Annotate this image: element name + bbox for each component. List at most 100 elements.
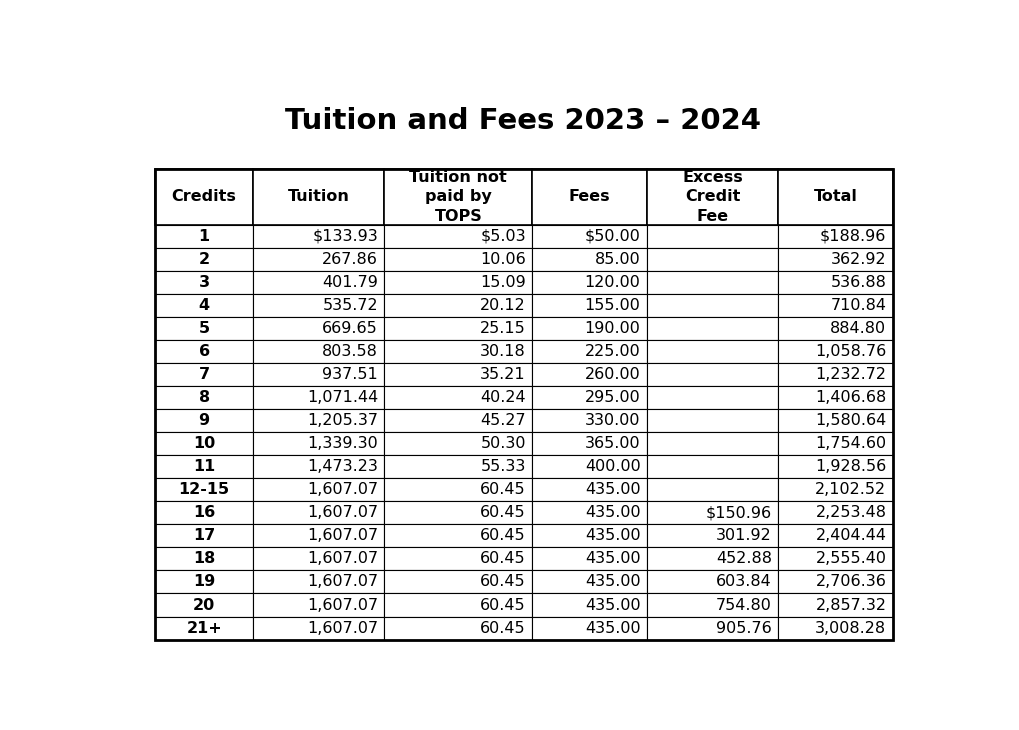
Text: 435.00: 435.00: [584, 620, 640, 636]
Bar: [384, 386, 532, 409]
Text: 710.84: 710.84: [829, 298, 886, 313]
Bar: [532, 593, 646, 617]
Bar: [777, 271, 892, 293]
Text: Excess
Credit
Fee: Excess Credit Fee: [682, 170, 742, 223]
Bar: [384, 225, 532, 247]
Text: 18: 18: [193, 551, 215, 566]
Bar: [532, 293, 646, 317]
Bar: [384, 363, 532, 386]
Text: Total: Total: [813, 189, 857, 204]
Text: 5: 5: [199, 321, 210, 336]
Bar: [155, 363, 253, 386]
Text: 225.00: 225.00: [584, 344, 640, 359]
Text: 4: 4: [199, 298, 210, 313]
Bar: [253, 409, 384, 432]
Text: 400.00: 400.00: [584, 459, 640, 475]
Text: 1,232.72: 1,232.72: [814, 367, 886, 382]
Bar: [777, 455, 892, 478]
Bar: [646, 363, 777, 386]
Bar: [155, 502, 253, 524]
Text: 1,607.07: 1,607.07: [307, 597, 378, 612]
Bar: [155, 617, 253, 639]
Bar: [155, 293, 253, 317]
Bar: [384, 593, 532, 617]
Bar: [777, 432, 892, 455]
Bar: [777, 570, 892, 593]
Bar: [155, 524, 253, 548]
Text: 1,071.44: 1,071.44: [307, 390, 378, 405]
Bar: [646, 593, 777, 617]
Text: 435.00: 435.00: [584, 529, 640, 543]
Text: 55.33: 55.33: [480, 459, 526, 475]
Bar: [384, 169, 532, 225]
Text: 1,339.30: 1,339.30: [307, 436, 378, 451]
Bar: [646, 502, 777, 524]
Text: 3: 3: [199, 274, 210, 290]
Bar: [532, 455, 646, 478]
Bar: [155, 548, 253, 570]
Text: 669.65: 669.65: [322, 321, 378, 336]
Text: 35.21: 35.21: [480, 367, 526, 382]
Bar: [384, 432, 532, 455]
Text: 15.09: 15.09: [480, 274, 526, 290]
Bar: [532, 340, 646, 363]
Bar: [253, 502, 384, 524]
Text: 8: 8: [199, 390, 210, 405]
Bar: [777, 548, 892, 570]
Text: 754.80: 754.80: [715, 597, 771, 612]
Text: $150.96: $150.96: [705, 505, 771, 520]
Bar: [253, 363, 384, 386]
Text: 260.00: 260.00: [584, 367, 640, 382]
Bar: [384, 409, 532, 432]
Bar: [384, 617, 532, 639]
Bar: [646, 432, 777, 455]
Bar: [384, 293, 532, 317]
Text: 17: 17: [193, 529, 215, 543]
Text: 365.00: 365.00: [584, 436, 640, 451]
Text: 2,555.40: 2,555.40: [814, 551, 886, 566]
Bar: [155, 169, 253, 225]
Bar: [646, 317, 777, 340]
Bar: [384, 502, 532, 524]
Text: 330.00: 330.00: [585, 413, 640, 428]
Text: 40.24: 40.24: [480, 390, 526, 405]
Text: 6: 6: [199, 344, 210, 359]
Bar: [155, 478, 253, 502]
Text: 3,008.28: 3,008.28: [814, 620, 886, 636]
Text: 435.00: 435.00: [584, 597, 640, 612]
Bar: [777, 617, 892, 639]
Text: 536.88: 536.88: [829, 274, 886, 290]
Bar: [384, 455, 532, 478]
Bar: [646, 570, 777, 593]
Bar: [777, 386, 892, 409]
Bar: [253, 386, 384, 409]
Text: 1,580.64: 1,580.64: [814, 413, 886, 428]
Text: 7: 7: [199, 367, 210, 382]
Text: 45.27: 45.27: [480, 413, 526, 428]
Text: 1,607.07: 1,607.07: [307, 620, 378, 636]
Bar: [253, 478, 384, 502]
Bar: [155, 570, 253, 593]
Text: 295.00: 295.00: [584, 390, 640, 405]
Text: 60.45: 60.45: [480, 505, 526, 520]
Bar: [532, 169, 646, 225]
Bar: [384, 271, 532, 293]
Text: 2,857.32: 2,857.32: [814, 597, 886, 612]
Bar: [253, 317, 384, 340]
Text: 2,706.36: 2,706.36: [815, 575, 886, 589]
Bar: [532, 617, 646, 639]
Text: 50.30: 50.30: [480, 436, 526, 451]
Text: $133.93: $133.93: [312, 228, 378, 244]
Text: 12-15: 12-15: [178, 483, 229, 497]
Text: 25.15: 25.15: [480, 321, 526, 336]
Text: 2: 2: [199, 252, 210, 266]
Text: 905.76: 905.76: [715, 620, 771, 636]
Text: Tuition: Tuition: [287, 189, 350, 204]
Bar: [532, 524, 646, 548]
Text: 301.92: 301.92: [715, 529, 771, 543]
Text: 535.72: 535.72: [322, 298, 378, 313]
Text: 16: 16: [193, 505, 215, 520]
Text: 60.45: 60.45: [480, 575, 526, 589]
Text: 1: 1: [199, 228, 210, 244]
Bar: [646, 340, 777, 363]
